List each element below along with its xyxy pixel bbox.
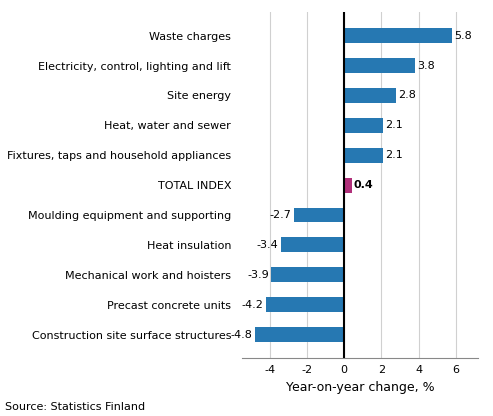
Bar: [254, 327, 344, 342]
Text: 0.4: 0.4: [354, 180, 374, 190]
Bar: [266, 297, 344, 312]
Text: -3.4: -3.4: [257, 240, 279, 250]
Text: 2.1: 2.1: [386, 150, 403, 160]
Text: -3.9: -3.9: [247, 270, 269, 280]
Bar: [344, 148, 383, 163]
Bar: [344, 118, 383, 133]
Bar: [281, 238, 344, 253]
Text: Source: Statistics Finland: Source: Statistics Finland: [5, 402, 145, 412]
Text: 5.8: 5.8: [455, 31, 472, 41]
Bar: [344, 88, 396, 103]
Text: 3.8: 3.8: [417, 61, 435, 71]
Bar: [294, 208, 344, 223]
Text: 2.8: 2.8: [398, 90, 416, 100]
Text: 2.1: 2.1: [386, 120, 403, 130]
Bar: [344, 178, 352, 193]
X-axis label: Year-on-year change, %: Year-on-year change, %: [285, 381, 434, 394]
Bar: [344, 28, 452, 43]
Text: -2.7: -2.7: [270, 210, 291, 220]
Text: -4.2: -4.2: [242, 300, 264, 310]
Bar: [271, 267, 344, 282]
Text: -4.8: -4.8: [231, 329, 252, 339]
Bar: [344, 58, 415, 73]
